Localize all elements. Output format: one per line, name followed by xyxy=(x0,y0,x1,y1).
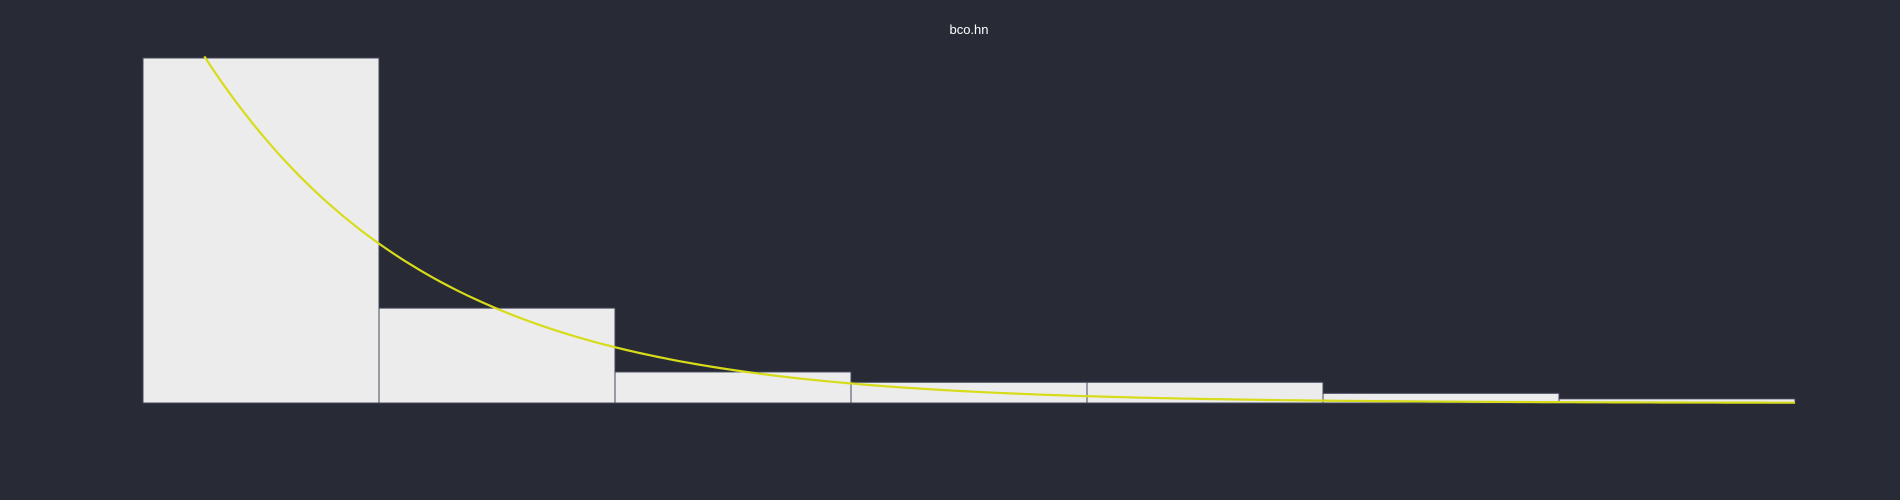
histogram-bar-2 xyxy=(378,307,616,404)
histogram-bar-1 xyxy=(142,57,380,404)
histogram-bar-3 xyxy=(614,371,852,404)
chart-title: bco.hn xyxy=(949,22,988,37)
histogram-bars xyxy=(142,57,1796,404)
histogram-bar-6 xyxy=(1322,392,1560,404)
fit-curve-line xyxy=(203,55,1796,404)
